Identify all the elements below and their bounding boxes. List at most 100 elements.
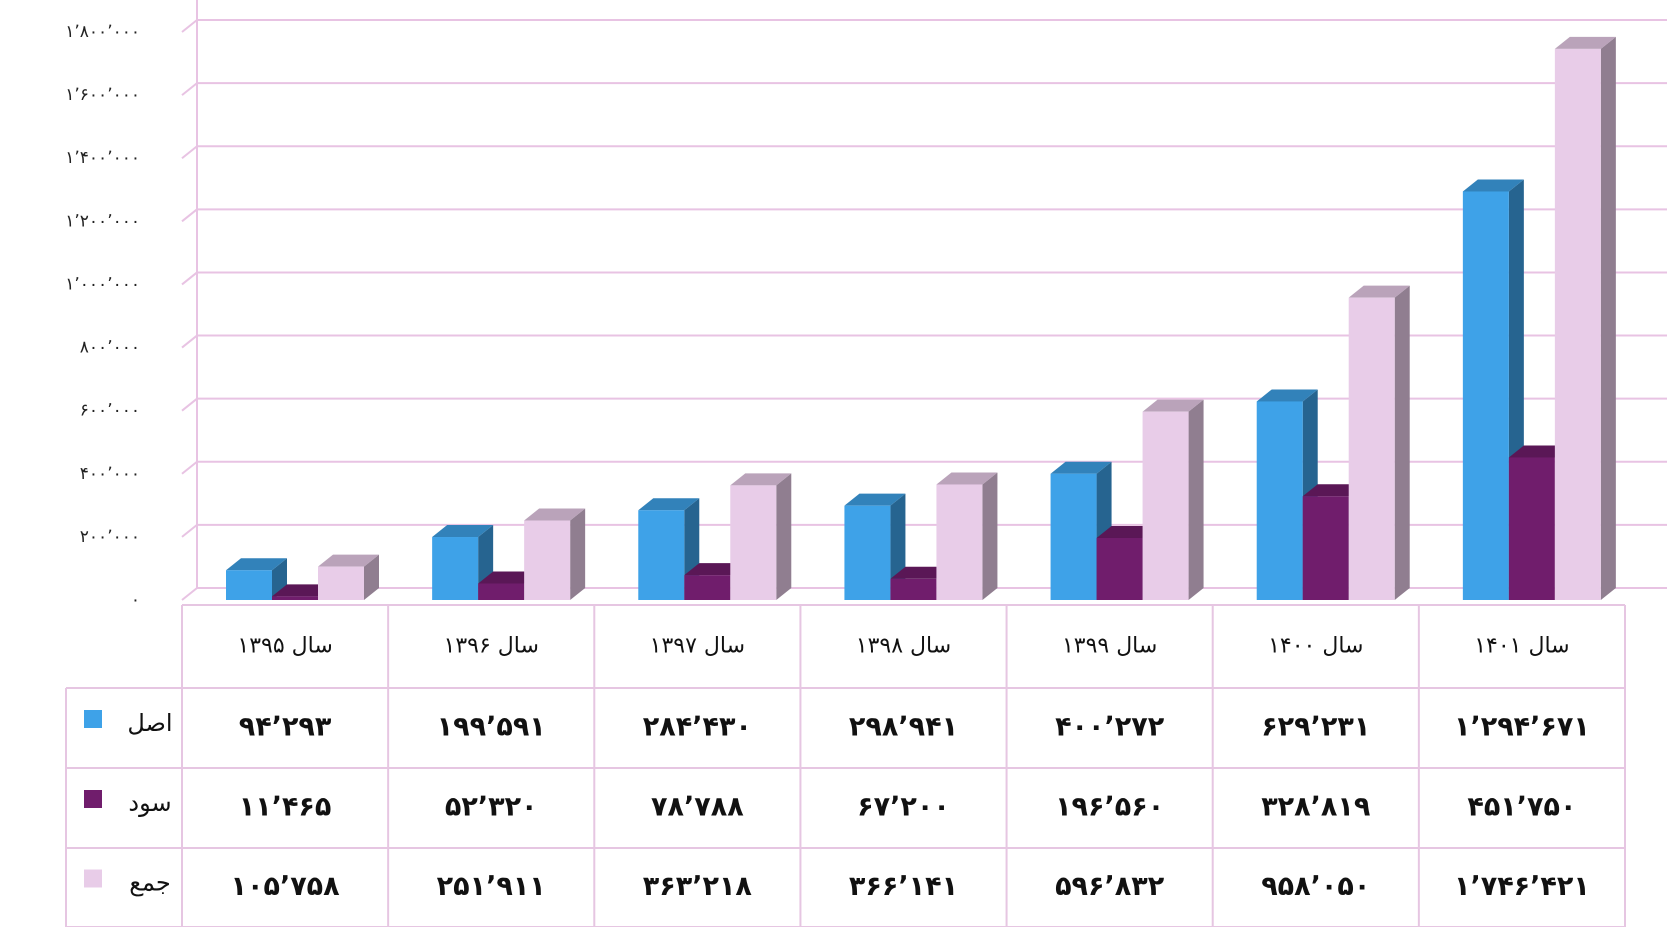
value-label: ۲۵۱٬۹۱۱	[437, 871, 546, 902]
y-tick-label: ۱٬۶۰۰٬۰۰۰	[65, 85, 140, 105]
bar-front	[478, 583, 525, 600]
x-tick-label: سال ۱۴۰۰	[1268, 634, 1363, 659]
bar-front	[1142, 411, 1189, 600]
bar-front	[1256, 401, 1303, 600]
bar-top	[1302, 484, 1364, 497]
bar-front	[272, 596, 318, 600]
value-label: ۱٬۲۹۴٬۶۷۱	[1454, 712, 1590, 743]
bar-top	[478, 571, 540, 584]
bar-top	[1256, 389, 1318, 402]
value-label: ۳۶۳٬۲۱۸	[643, 871, 753, 902]
tick-mark	[181, 271, 198, 286]
value-label: ۱۰۵٬۷۵۸	[231, 871, 341, 902]
tick-mark	[181, 82, 198, 96]
bar-top	[1554, 36, 1616, 49]
value-label: ۹۵۸٬۰۵۰	[1261, 871, 1370, 902]
bar	[684, 563, 746, 600]
bar-front	[684, 575, 731, 600]
bar	[318, 554, 379, 600]
y-tick-label: ۸۰۰٬۰۰۰	[80, 338, 140, 358]
value-label: ۳۲۸٬۸۱۹	[1261, 792, 1370, 823]
y-tick-label: ۱٬۲۰۰٬۰۰۰	[65, 211, 140, 231]
bar-front	[1554, 48, 1601, 600]
bar	[730, 473, 792, 600]
bar-top	[1348, 285, 1410, 298]
bar-front	[890, 578, 937, 600]
bar-top	[272, 584, 333, 597]
value-label: ۲۹۸٬۹۴۱	[849, 712, 958, 743]
bar	[1554, 36, 1616, 600]
bar-front	[1050, 473, 1097, 600]
bar-top	[226, 558, 287, 571]
bar-top	[318, 554, 379, 567]
value-label: ۱٬۷۴۶٬۴۲۱	[1454, 871, 1590, 902]
bar-top	[890, 566, 952, 579]
value-label: ۱۹۹٬۵۹۱	[437, 712, 546, 743]
y-tick-label: ۱٬۰۰۰٬۰۰۰	[65, 274, 140, 294]
bar-side	[1188, 399, 1204, 600]
value-label: ۶۷٬۲۰۰	[857, 792, 950, 823]
bar-front	[318, 566, 364, 600]
bar-top	[844, 493, 906, 506]
bar-top	[730, 473, 792, 486]
y-tick-label: ۶۰۰٬۰۰۰	[80, 401, 140, 421]
value-label: ۲۸۴٬۴۳۰	[643, 712, 752, 743]
legend-label: اصل	[127, 709, 172, 737]
bar-top	[638, 498, 700, 511]
bar-front	[844, 505, 891, 600]
tick-mark	[181, 145, 198, 160]
bar-front	[730, 485, 777, 600]
bar-front	[1348, 297, 1395, 600]
value-label: ۱۱٬۴۶۵	[239, 792, 332, 823]
tick-mark	[181, 397, 198, 412]
x-tick-label: سال ۱۳۹۹	[1062, 634, 1157, 659]
value-label: ۷۸٬۷۸۸	[651, 792, 744, 823]
value-label: ۳۶۶٬۱۴۱	[849, 871, 958, 902]
value-label: ۹۴٬۲۹۳	[239, 712, 332, 743]
tick-mark	[181, 460, 198, 475]
tick-mark	[181, 19, 198, 33]
bar-front	[432, 537, 479, 600]
bar-front	[524, 520, 571, 600]
bar-side	[364, 554, 379, 600]
bar-side	[1394, 285, 1410, 600]
value-label: ۴۵۱٬۷۵۰	[1467, 792, 1576, 823]
value-label: ۵۹۶٬۸۳۲	[1055, 871, 1165, 902]
bar-top	[936, 472, 998, 485]
legend-swatch	[84, 710, 102, 728]
bar-top	[1508, 445, 1570, 458]
legend-swatch	[84, 869, 102, 888]
tick-mark	[181, 334, 198, 349]
bar-top	[1050, 461, 1112, 474]
bar	[844, 493, 906, 600]
bar-top	[684, 563, 746, 576]
tick-mark	[181, 524, 198, 538]
value-label: ۴۰۰٬۲۷۲	[1055, 712, 1165, 743]
bar-side	[570, 508, 586, 600]
x-tick-label: سال ۱۳۹۵	[237, 634, 332, 659]
bar	[936, 472, 998, 600]
bar-front	[226, 570, 272, 600]
bar-front	[1302, 496, 1349, 600]
tick-mark	[181, 587, 198, 601]
bar	[1348, 285, 1410, 600]
bar-front	[1508, 457, 1555, 600]
tick-mark	[181, 208, 198, 223]
bar-top	[1462, 179, 1524, 192]
y-tick-label: ۱٬۸۰۰٬۰۰۰	[65, 22, 140, 42]
y-tick-label: ۴۰۰٬۰۰۰	[80, 464, 140, 484]
bar	[1142, 399, 1204, 600]
bar-side	[1600, 36, 1616, 600]
bar-top	[1096, 525, 1158, 538]
x-tick-label: سال ۱۳۹۸	[856, 634, 951, 659]
x-tick-label: سال ۱۳۹۶	[444, 634, 539, 659]
bar-side	[982, 472, 998, 600]
bar-front	[1096, 537, 1143, 600]
x-tick-label: سال ۱۳۹۷	[650, 634, 745, 659]
bar-front	[936, 484, 983, 600]
bar-side	[776, 473, 792, 600]
value-label: ۶۲۹٬۲۳۱	[1261, 712, 1370, 743]
bar-top	[432, 525, 494, 538]
x-tick-label: سال ۱۴۰۱	[1474, 634, 1569, 659]
